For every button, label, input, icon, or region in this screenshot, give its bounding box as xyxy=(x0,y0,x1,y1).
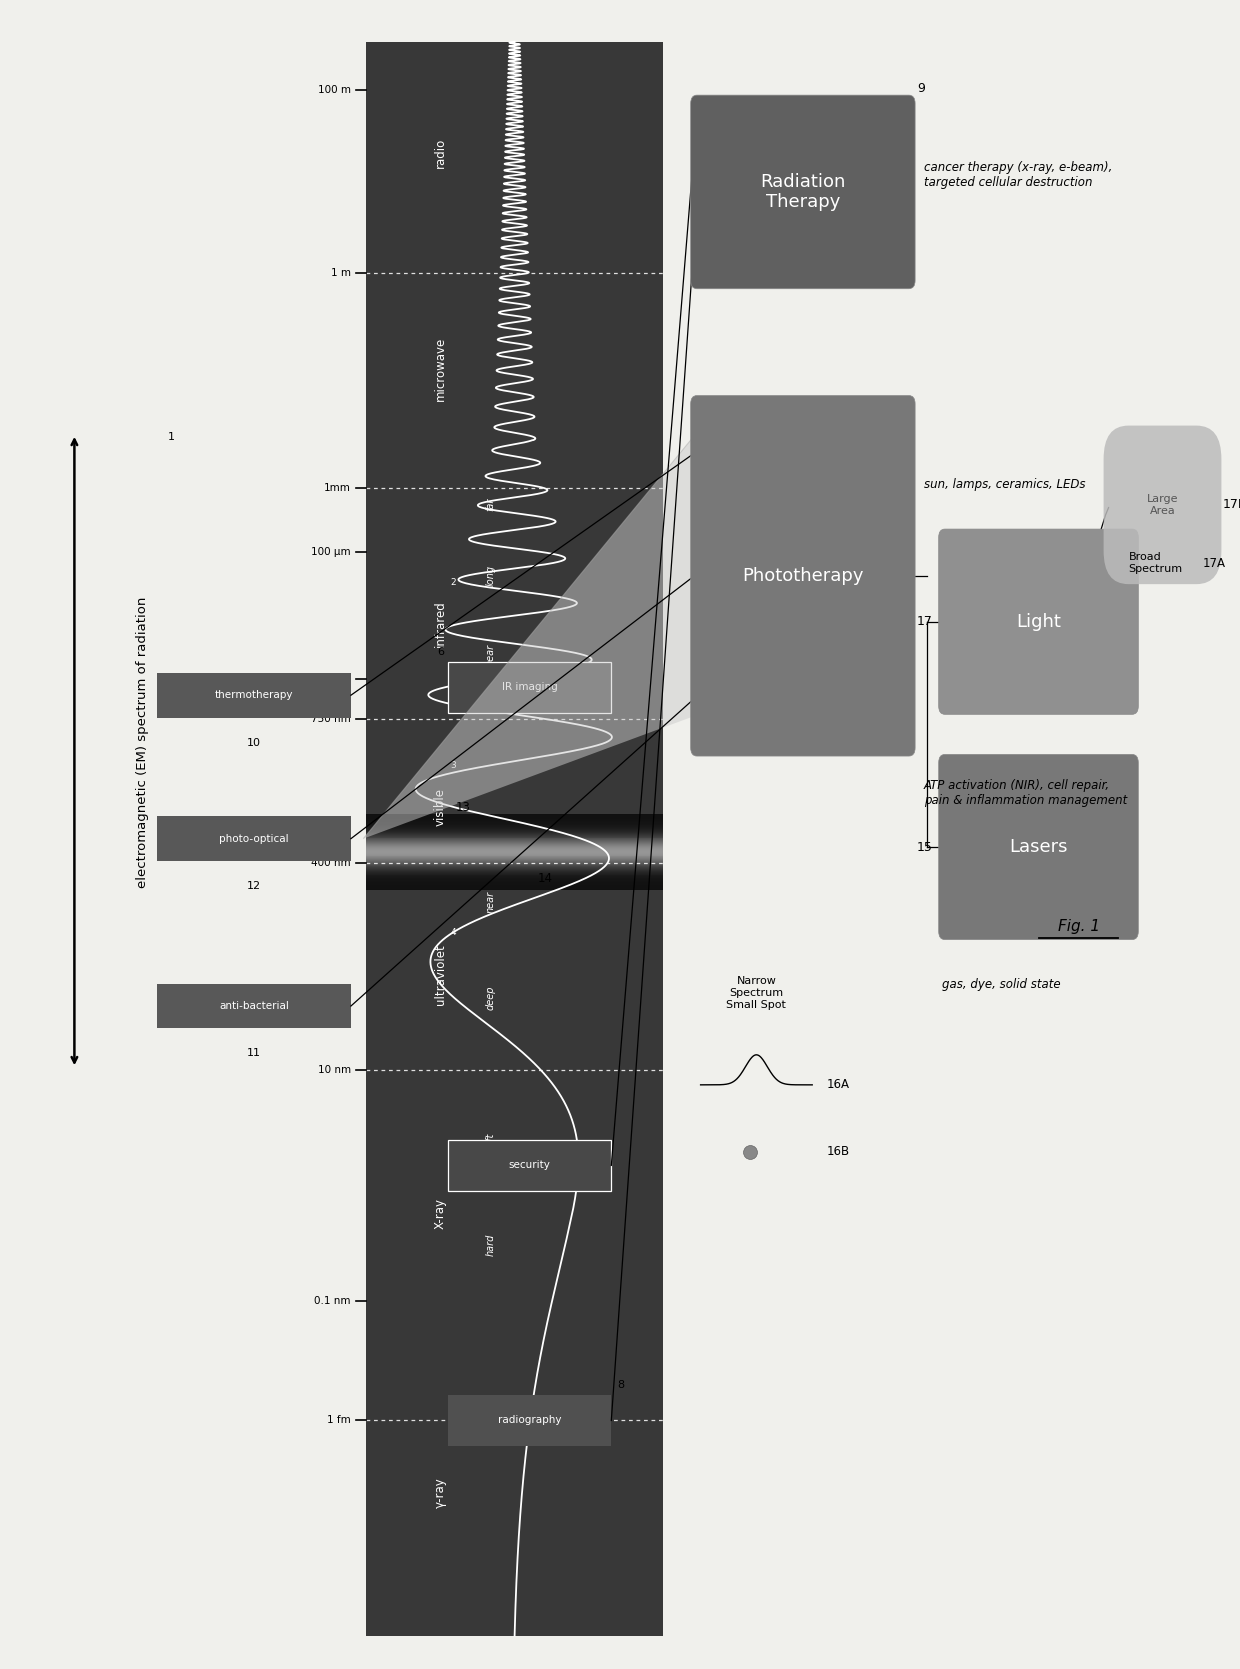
Text: 1 μm: 1 μm xyxy=(325,674,351,684)
FancyBboxPatch shape xyxy=(939,754,1138,940)
Text: 10: 10 xyxy=(247,738,262,748)
Text: 8: 8 xyxy=(618,1380,625,1390)
Text: 1: 1 xyxy=(167,432,175,442)
Polygon shape xyxy=(363,436,694,838)
Text: soft: soft xyxy=(486,1132,496,1150)
Text: 6: 6 xyxy=(438,648,445,656)
Bar xyxy=(157,983,351,1028)
Bar xyxy=(366,42,663,1636)
Text: near: near xyxy=(486,644,496,666)
Text: Radiation
Therapy: Radiation Therapy xyxy=(760,172,846,212)
Text: 3: 3 xyxy=(450,761,456,769)
Text: Large
Area: Large Area xyxy=(1147,494,1178,516)
Text: Phototherapy: Phototherapy xyxy=(743,567,863,584)
Text: Lasers: Lasers xyxy=(1009,838,1068,856)
Text: Light: Light xyxy=(1016,613,1061,631)
Text: hard: hard xyxy=(486,1233,496,1257)
Text: Broad
Spectrum: Broad Spectrum xyxy=(1128,552,1183,574)
Text: 1mm: 1mm xyxy=(324,482,351,492)
Bar xyxy=(157,816,351,861)
Bar xyxy=(448,661,611,713)
Text: 14: 14 xyxy=(538,871,553,885)
Text: Narrow
Spectrum
Small Spot: Narrow Spectrum Small Spot xyxy=(727,976,786,1010)
Text: 1 m: 1 m xyxy=(331,267,351,277)
Text: long: long xyxy=(486,566,496,586)
Text: ultraviolet: ultraviolet xyxy=(434,943,446,1005)
Text: microwave: microwave xyxy=(434,337,446,401)
Text: sun, lamps, ceramics, LEDs: sun, lamps, ceramics, LEDs xyxy=(924,477,1085,491)
Text: 4: 4 xyxy=(450,928,456,938)
Bar xyxy=(448,1395,611,1445)
Text: radiography: radiography xyxy=(497,1415,562,1425)
Text: 5: 5 xyxy=(450,1168,456,1177)
FancyBboxPatch shape xyxy=(939,529,1138,714)
Text: 750 nm: 750 nm xyxy=(311,714,351,724)
Text: 16A: 16A xyxy=(827,1078,851,1092)
Text: 100 m: 100 m xyxy=(317,85,351,95)
Text: 400 nm: 400 nm xyxy=(311,858,351,868)
Text: 10 nm: 10 nm xyxy=(317,1065,351,1075)
Text: deep: deep xyxy=(486,986,496,1010)
Text: photo-optical: photo-optical xyxy=(219,834,289,843)
FancyBboxPatch shape xyxy=(691,95,915,289)
Text: X-ray: X-ray xyxy=(434,1198,446,1228)
Text: 11: 11 xyxy=(247,1048,262,1058)
Text: 100 μm: 100 μm xyxy=(311,547,351,557)
Bar xyxy=(157,673,351,718)
Text: thermotherapy: thermotherapy xyxy=(215,691,294,701)
Text: far: far xyxy=(486,497,496,511)
Bar xyxy=(448,1140,611,1192)
FancyBboxPatch shape xyxy=(1104,426,1221,584)
Text: visible: visible xyxy=(434,788,446,826)
Text: 12: 12 xyxy=(247,881,262,891)
Text: 17B: 17B xyxy=(1223,499,1240,511)
Text: near: near xyxy=(486,891,496,913)
Text: infrared: infrared xyxy=(434,601,446,648)
Text: ATP activation (NIR), cell repair,
pain & inflammation management: ATP activation (NIR), cell repair, pain … xyxy=(924,779,1127,806)
Text: γ-ray: γ-ray xyxy=(434,1477,446,1507)
Text: 9: 9 xyxy=(918,82,925,95)
Text: IR imaging: IR imaging xyxy=(502,683,557,693)
Text: 1 fm: 1 fm xyxy=(327,1415,351,1425)
Text: radio: radio xyxy=(434,139,446,169)
FancyBboxPatch shape xyxy=(691,396,915,756)
Text: Fig. 1: Fig. 1 xyxy=(1058,920,1100,933)
Text: electromagnetic (EM) spectrum of radiation: electromagnetic (EM) spectrum of radiati… xyxy=(136,598,149,888)
Text: gas, dye, solid state: gas, dye, solid state xyxy=(942,978,1061,991)
Text: anti-bacterial: anti-bacterial xyxy=(219,1001,289,1011)
Text: 2: 2 xyxy=(450,577,456,587)
Text: 17A: 17A xyxy=(1203,557,1226,569)
Text: 15: 15 xyxy=(916,841,932,853)
Text: cancer therapy (x-ray, e-beam),
targeted cellular destruction: cancer therapy (x-ray, e-beam), targeted… xyxy=(924,162,1112,189)
Text: 13: 13 xyxy=(455,801,470,814)
Text: security: security xyxy=(508,1160,551,1170)
Text: 17: 17 xyxy=(916,616,932,628)
Text: 16B: 16B xyxy=(827,1145,851,1158)
Text: 0.1 nm: 0.1 nm xyxy=(315,1295,351,1305)
